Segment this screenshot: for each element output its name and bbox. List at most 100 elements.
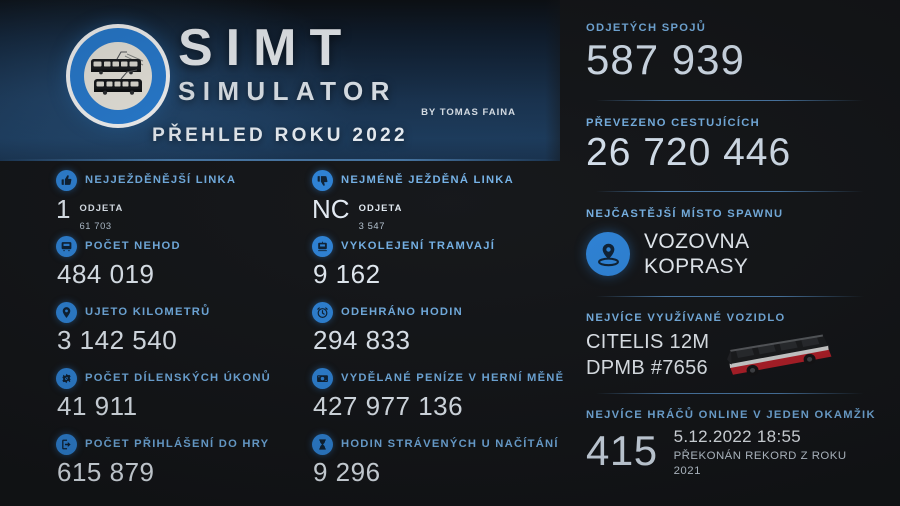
players-count: 415 xyxy=(586,427,658,475)
players-datetime: 5.12.2022 18:55 xyxy=(673,427,801,447)
stat-value: 427 977 136 xyxy=(313,391,464,421)
tram-trolleybus-emblem-icon xyxy=(84,42,152,110)
stat-sub: ODJETA 3 547 xyxy=(359,193,403,234)
stat-value: NC xyxy=(312,194,350,224)
derailed-tram-icon xyxy=(312,235,333,257)
stat-label: POČET NEHOD xyxy=(85,240,181,252)
crash-tram-icon xyxy=(56,235,77,257)
passengers-block: PŘEVEZENO CESTUJÍCÍCH 26 720 446 xyxy=(586,101,874,175)
spawn-name-line2: KOPRASY xyxy=(644,255,749,279)
stat-card: NEJMÉNĚ JEŽDĚNÁ LINKA NC ODJETA 3 547 xyxy=(312,168,560,234)
stats-grid: NEJJEŽDĚNĚJŠÍ LINKA 1 ODJETA 61 703 NEJM… xyxy=(0,168,563,498)
stat-value: 484 019 xyxy=(57,259,155,289)
clock-icon xyxy=(312,301,333,323)
spawn-block: NEJČASTĚJŠÍ MÍSTO SPAWNU VOZOVNA KOPRASY xyxy=(586,192,874,280)
stat-label: POČET PŘIHLÁŠENÍ DO HRY xyxy=(85,438,270,450)
location-pin-icon xyxy=(56,301,77,323)
players-note: PŘEKONÁN REKORD Z ROKU 2021 xyxy=(673,450,847,478)
divider xyxy=(596,393,864,395)
stat-label: NEJJEŽDĚNĚJŠÍ LINKA xyxy=(85,174,237,186)
stat-header: NEJJEŽDĚNĚJŠÍ LINKA xyxy=(56,168,304,192)
stat-card: NEJJEŽDĚNĚJŠÍ LINKA 1 ODJETA 61 703 xyxy=(56,168,304,234)
trips-label: ODJETÝCH SPOJŮ xyxy=(586,22,707,34)
spawn-name-line1: VOZOVNA xyxy=(644,229,750,253)
logo-ring xyxy=(70,28,166,124)
stat-sub: ODJETA 61 703 xyxy=(79,193,123,234)
players-detail: 5.12.2022 18:55 PŘEKONÁN REKORD Z ROKU 2… xyxy=(674,423,874,479)
players-block: NEJVÍCE HRÁČŮ ONLINE V JEDEN OKAMŽIK 415… xyxy=(586,394,876,479)
logo-emblem xyxy=(66,24,170,128)
stat-card: UJETO KILOMETRŮ 3 142 540 xyxy=(56,300,304,366)
vehicle-name-line2: DPMB #7656 xyxy=(586,356,708,379)
stat-header: HODIN STRÁVENÝCH U NAČÍTÁNÍ xyxy=(312,432,560,456)
stat-label: HODIN STRÁVENÝCH U NAČÍTÁNÍ xyxy=(341,438,559,450)
vehicle-block: NEJVÍCE VYUŽÍVANÉ VOZIDLO CITELIS 12M DP… xyxy=(586,297,874,381)
stat-header: ODEHRÁNO HODIN xyxy=(312,300,560,324)
stat-value: 294 833 xyxy=(313,325,411,355)
stat-value: 3 142 540 xyxy=(57,325,178,355)
stat-value: 41 911 xyxy=(57,391,138,421)
map-pin-icon xyxy=(586,232,630,277)
stat-label: VYDĚLANÉ PENÍZE V HERNÍ MĚNĚ xyxy=(341,372,565,384)
divider xyxy=(596,190,864,192)
title-block: SIMT SIMULATOR BY TOMAS FAINA xyxy=(178,19,518,118)
spawn-label: NEJČASTĚJŠÍ MÍSTO SPAWNU xyxy=(586,207,784,220)
stat-card: VYKOLEJENÍ TRAMVAJÍ 9 162 xyxy=(312,234,560,300)
stat-header: UJETO KILOMETRŮ xyxy=(56,300,304,324)
stat-sub-value: 61 703 xyxy=(79,220,112,231)
stat-value: 9 162 xyxy=(313,259,381,289)
divider xyxy=(596,100,864,102)
stat-value: 1 xyxy=(56,194,71,224)
stat-value: 9 296 xyxy=(313,457,381,487)
header-banner: SIMT SIMULATOR BY TOMAS FAINA PŘEHLED RO… xyxy=(0,0,560,161)
thumbs-up-icon xyxy=(56,169,77,191)
vehicle-label: NEJVÍCE VYUŽÍVANÉ VOZIDLO xyxy=(586,311,786,324)
author-credit: BY TOMAS FAINA xyxy=(421,106,516,118)
stat-header: NEJMÉNĚ JEŽDĚNÁ LINKA xyxy=(312,168,560,192)
stat-label: POČET DÍLENSKÝCH ÚKONŮ xyxy=(85,372,271,384)
stat-line-value: NC ODJETA 3 547 xyxy=(312,193,560,234)
login-arrow-icon xyxy=(56,433,77,455)
stat-line-value: 1 ODJETA 61 703 xyxy=(56,193,304,234)
trips-block: ODJETÝCH SPOJŮ 587 939 xyxy=(586,0,874,83)
stat-label: ODEHRÁNO HODIN xyxy=(341,306,463,318)
players-row: 415 5.12.2022 18:55 PŘEKONÁN REKORD Z RO… xyxy=(586,423,874,479)
stat-header: POČET NEHOD xyxy=(56,234,304,258)
players-label: NEJVÍCE HRÁČŮ ONLINE V JEDEN OKAMŽIK xyxy=(586,409,876,422)
divider xyxy=(596,295,864,297)
stat-card: ODEHRÁNO HODIN 294 833 xyxy=(312,300,560,366)
stat-card: POČET DÍLENSKÝCH ÚKONŮ 41 911 xyxy=(56,366,304,432)
hourglass-loading-icon xyxy=(312,433,333,455)
city-bus-white-red-icon xyxy=(713,333,845,379)
stat-label: NEJMÉNĚ JEŽDĚNÁ LINKA xyxy=(341,174,514,186)
vehicle-name: CITELIS 12M DPMB #7656 xyxy=(586,330,709,381)
thumbs-down-icon xyxy=(312,169,333,191)
spawn-row: VOZOVNA KOPRASY xyxy=(586,229,874,280)
page-subtitle: SIMULATOR xyxy=(178,76,397,107)
page-title: SIMT xyxy=(178,19,355,77)
spawn-name: VOZOVNA KOPRASY xyxy=(644,229,749,280)
wrench-gear-icon xyxy=(56,367,77,389)
year-overview-subtitle: PŘEHLED ROKU 2022 xyxy=(152,125,408,146)
stat-card: VYDĚLANÉ PENÍZE V HERNÍ MĚNĚ 427 977 136 xyxy=(312,366,563,432)
stat-sub-caption: ODJETA xyxy=(358,202,403,213)
money-icon xyxy=(312,367,333,389)
right-column: ODJETÝCH SPOJŮ 587 939 PŘEVEZENO CESTUJÍ… xyxy=(560,0,900,506)
stat-header: VYKOLEJENÍ TRAMVAJÍ xyxy=(312,234,560,258)
trips-value: 587 939 xyxy=(586,36,745,83)
stat-header: VYDĚLANÉ PENÍZE V HERNÍ MĚNĚ xyxy=(312,366,563,390)
stat-card: HODIN STRÁVENÝCH U NAČÍTÁNÍ 9 296 xyxy=(312,432,560,498)
stat-value: 615 879 xyxy=(57,457,155,487)
passengers-label: PŘEVEZENO CESTUJÍCÍCH xyxy=(586,117,761,130)
stat-label: VYKOLEJENÍ TRAMVAJÍ xyxy=(341,240,496,252)
stat-card: POČET PŘIHLÁŠENÍ DO HRY 615 879 xyxy=(56,432,304,498)
stat-sub-caption: ODJETA xyxy=(79,202,124,213)
stat-card: POČET NEHOD 484 019 xyxy=(56,234,304,300)
stat-header: POČET DÍLENSKÝCH ÚKONŮ xyxy=(56,366,304,390)
vehicle-row: CITELIS 12M DPMB #7656 xyxy=(586,330,874,381)
stat-label: UJETO KILOMETRŮ xyxy=(85,306,211,318)
stat-sub-value: 3 547 xyxy=(358,220,386,231)
stat-header: POČET PŘIHLÁŠENÍ DO HRY xyxy=(56,432,304,456)
header-fade-right xyxy=(545,0,560,161)
